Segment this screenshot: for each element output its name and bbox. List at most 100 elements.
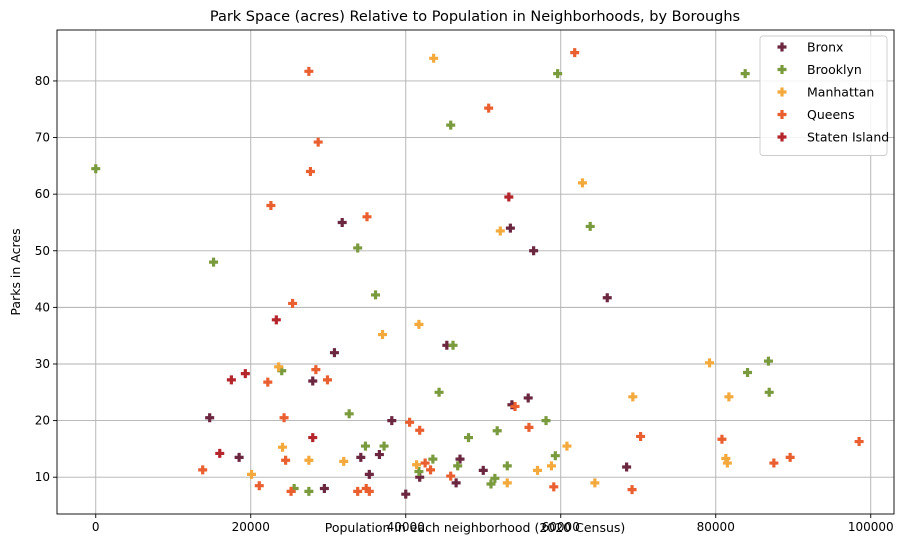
- data-point-bronx: [329, 348, 339, 358]
- data-point-brooklyn: [446, 120, 456, 130]
- y-tick-label: 20: [35, 414, 50, 428]
- data-point-queens: [254, 481, 264, 491]
- data-point-queens: [426, 465, 436, 475]
- data-point-brooklyn: [492, 426, 502, 436]
- data-point-bronx: [308, 376, 318, 386]
- data-point-bronx: [401, 489, 411, 499]
- y-tick-label: 40: [35, 300, 50, 314]
- x-axis-label: Population in each neighborhood (2020 Ce…: [325, 520, 626, 535]
- data-point-manhattan: [705, 358, 715, 368]
- data-point-manhattan: [628, 392, 638, 402]
- data-point-queens: [524, 422, 534, 432]
- x-tick-label: 100000: [848, 520, 894, 534]
- data-point-bronx: [337, 217, 347, 227]
- data-point-brooklyn: [763, 356, 773, 366]
- data-point-staten-island: [226, 375, 236, 385]
- x-axis-ticks: 0 20000 40000 60000 80000 100000: [92, 514, 894, 534]
- legend-marker-queens: [777, 110, 787, 119]
- data-point-queens: [854, 437, 864, 447]
- data-point-queens: [286, 486, 296, 496]
- data-point-manhattan: [339, 456, 349, 466]
- data-point-queens: [288, 298, 298, 308]
- data-point-brooklyn: [764, 387, 774, 397]
- data-point-queens: [198, 465, 208, 475]
- data-point-manhattan: [247, 469, 257, 479]
- data-point-bronx: [356, 452, 366, 462]
- x-tick-label: 0: [92, 520, 100, 534]
- legend-marker-staten-island: [777, 132, 787, 142]
- data-point-queens: [364, 486, 374, 496]
- data-point-queens: [353, 486, 363, 496]
- data-point-manhattan: [721, 454, 731, 464]
- data-point-brooklyn: [428, 454, 438, 464]
- data-point-queens: [281, 455, 291, 465]
- y-tick-label: 80: [35, 74, 50, 88]
- data-points: [91, 48, 864, 499]
- data-point-bronx: [364, 469, 374, 479]
- data-point-manhattan: [546, 461, 556, 471]
- data-point-queens: [266, 200, 276, 210]
- y-tick-label: 30: [35, 357, 50, 371]
- legend: Bronx Brooklyn Manhattan Queens Staten Islan…: [759, 35, 889, 156]
- data-point-bronx: [478, 465, 488, 475]
- legend-label-bronx: Bronx: [807, 40, 843, 55]
- data-point-manhattan: [412, 460, 422, 470]
- legend-marker-bronx: [777, 42, 787, 52]
- data-point-staten-island: [271, 315, 281, 325]
- data-point-manhattan: [378, 330, 387, 340]
- data-point-brooklyn: [490, 473, 500, 483]
- x-tick-label: 80000: [697, 520, 735, 534]
- data-point-brooklyn: [360, 441, 370, 451]
- data-point-bronx: [234, 452, 244, 462]
- data-point-bronx: [319, 484, 329, 494]
- data-point-staten-island: [504, 192, 514, 202]
- y-tick-label: 60: [35, 187, 50, 201]
- data-point-bronx: [602, 293, 612, 303]
- data-point-brooklyn: [289, 484, 299, 494]
- legend-marker-brooklyn: [777, 65, 787, 74]
- data-point-queens: [717, 434, 727, 444]
- data-point-queens: [322, 375, 332, 385]
- x-tick-label: 20000: [232, 520, 270, 534]
- data-point-queens: [484, 103, 494, 113]
- data-point-queens: [313, 137, 323, 147]
- data-point-brooklyn: [209, 257, 219, 267]
- data-point-brooklyn: [371, 290, 381, 300]
- data-point-queens: [362, 212, 372, 222]
- data-point-bronx: [387, 416, 397, 426]
- data-point-manhattan: [414, 319, 424, 329]
- x-tick-label: 60000: [542, 520, 580, 534]
- data-point-brooklyn: [743, 367, 753, 377]
- data-point-brooklyn: [550, 451, 560, 461]
- data-point-manhattan: [274, 362, 284, 372]
- data-point-queens: [415, 425, 425, 435]
- data-point-bronx: [205, 413, 215, 423]
- data-point-manhattan: [590, 478, 600, 488]
- data-point-brooklyn: [448, 340, 458, 350]
- data-point-brooklyn: [502, 461, 512, 471]
- y-axis-ticks: 10 20 30 40 50 60 70 80: [35, 74, 57, 484]
- data-point-manhattan: [562, 441, 572, 451]
- data-point-bronx: [529, 246, 539, 256]
- data-point-queens: [304, 66, 314, 76]
- data-point-manhattan: [533, 465, 542, 475]
- data-point-bronx: [442, 340, 452, 350]
- data-point-brooklyn: [379, 441, 389, 451]
- data-point-brooklyn: [464, 433, 474, 443]
- data-point-brooklyn: [434, 387, 444, 397]
- data-point-staten-island: [308, 433, 318, 443]
- data-point-manhattan: [577, 178, 587, 188]
- data-point-queens: [627, 485, 637, 495]
- data-point-queens: [769, 458, 779, 468]
- data-point-queens: [636, 431, 646, 441]
- data-point-manhattan: [278, 442, 288, 452]
- legend-label-staten-island: Staten Island: [807, 130, 889, 145]
- data-point-brooklyn: [585, 221, 595, 231]
- x-tick-label: 40000: [387, 520, 425, 534]
- data-point-brooklyn: [414, 467, 424, 477]
- data-point-manhattan: [724, 392, 734, 402]
- data-point-staten-island: [240, 369, 250, 379]
- data-point-bronx: [455, 454, 465, 464]
- data-point-bronx: [505, 223, 515, 233]
